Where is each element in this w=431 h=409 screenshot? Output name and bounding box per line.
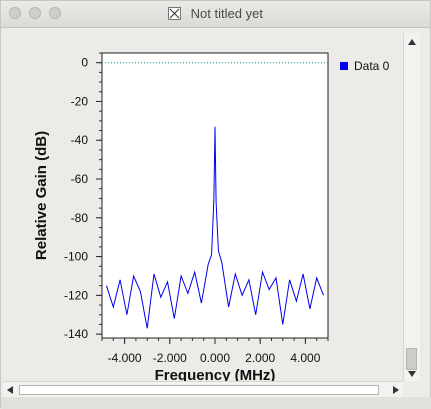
y-tick-label: -40 bbox=[71, 133, 89, 147]
window-bottom-strip bbox=[1, 397, 431, 409]
x11-app-icon bbox=[168, 7, 182, 20]
x-tick-label: 4.000 bbox=[290, 351, 320, 365]
legend: Data 0 bbox=[340, 59, 389, 73]
horizontal-scrollbar[interactable] bbox=[3, 381, 403, 398]
minimize-window-button[interactable] bbox=[29, 7, 41, 19]
x-tick-label: -2.000 bbox=[153, 351, 187, 365]
x-tick-label: -4.000 bbox=[108, 351, 142, 365]
x-tick-label: 0.000 bbox=[200, 351, 230, 365]
y-tick-label: -100 bbox=[64, 250, 88, 264]
title-bar: Not titled yet bbox=[1, 1, 430, 28]
legend-label: Data 0 bbox=[354, 59, 390, 73]
y-tick-label: 0 bbox=[81, 56, 88, 70]
close-window-button[interactable] bbox=[9, 7, 21, 19]
series-line bbox=[106, 126, 324, 329]
x-tick-label: 2.000 bbox=[245, 351, 275, 365]
y-tick-label: -120 bbox=[64, 288, 88, 302]
x-axis-label: Frequency (MHz) bbox=[155, 367, 276, 381]
y-axis-label: Relative Gain (dB) bbox=[33, 131, 50, 260]
y-tick-label: -80 bbox=[71, 211, 89, 225]
scroll-down-arrow-icon[interactable] bbox=[408, 371, 416, 377]
legend-swatch bbox=[340, 62, 348, 70]
scroll-up-arrow-icon[interactable] bbox=[408, 39, 416, 45]
zoom-window-button[interactable] bbox=[49, 7, 61, 19]
plot-area: 0 -20 -40 -60 -80 -100 -120 -140 -4.000 -2.000 0.0… bbox=[3, 28, 403, 381]
vertical-scrollbar[interactable] bbox=[403, 33, 420, 381]
y-tick-label: -60 bbox=[71, 172, 89, 186]
y-tick-label: -20 bbox=[71, 94, 89, 108]
scroll-left-arrow-icon[interactable] bbox=[7, 386, 13, 394]
scroll-right-arrow-icon[interactable] bbox=[393, 386, 399, 394]
horizontal-scroll-thumb[interactable] bbox=[19, 385, 379, 395]
window-title-wrap: Not titled yet bbox=[1, 6, 430, 21]
window-title: Not titled yet bbox=[190, 6, 263, 21]
vertical-scroll-thumb[interactable] bbox=[406, 348, 417, 370]
frequency-response-chart: 0 -20 -40 -60 -80 -100 -120 -140 -4.000 -2.000 0.0… bbox=[33, 52, 329, 381]
y-tick-label: -140 bbox=[64, 327, 88, 341]
